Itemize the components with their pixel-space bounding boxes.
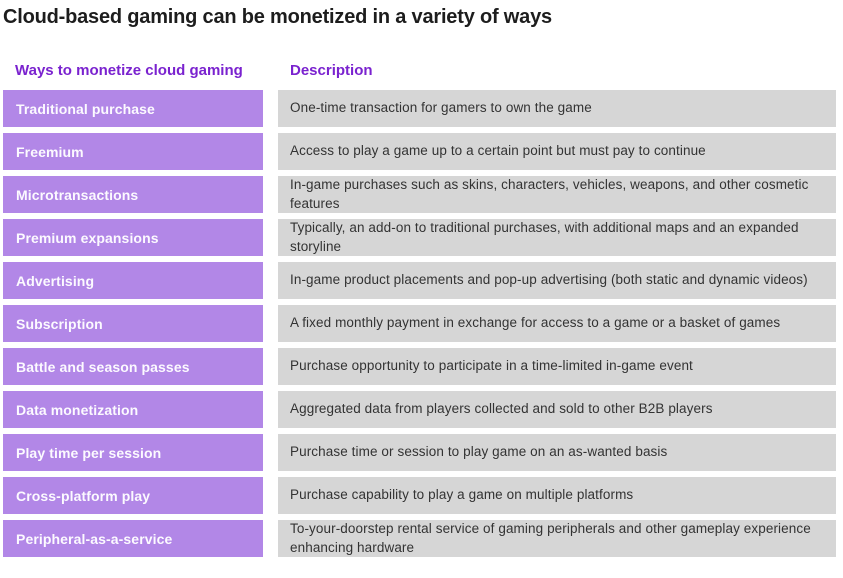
column-header-ways-to-monetize: Ways to monetize cloud gaming — [15, 62, 243, 79]
table-row: Subscription A fixed monthly payment in … — [3, 305, 836, 342]
description-cell: In-game purchases such as skins, charact… — [278, 176, 836, 213]
table-row: Traditional purchase One-time transactio… — [3, 90, 836, 127]
description-cell: In-game product placements and pop-up ad… — [278, 262, 836, 299]
method-cell: Advertising — [3, 262, 263, 299]
method-cell: Premium expansions — [3, 219, 263, 256]
method-cell: Freemium — [3, 133, 263, 170]
method-cell: Traditional purchase — [3, 90, 263, 127]
table-row: Play time per session Purchase time or s… — [3, 434, 836, 471]
table-row: Premium expansions Typically, an add-on … — [3, 219, 836, 256]
description-cell: Aggregated data from players collected a… — [278, 391, 836, 428]
table-row: Advertising In-game product placements a… — [3, 262, 836, 299]
description-cell: To-your-doorstep rental service of gamin… — [278, 520, 836, 557]
description-cell: A fixed monthly payment in exchange for … — [278, 305, 836, 342]
table-row: Data monetization Aggregated data from p… — [3, 391, 836, 428]
table-row: Peripheral-as-a-service To-your-doorstep… — [3, 520, 836, 557]
method-cell: Data monetization — [3, 391, 263, 428]
description-cell: One-time transaction for gamers to own t… — [278, 90, 836, 127]
column-header-description: Description — [290, 62, 373, 79]
description-cell: Typically, an add-on to traditional purc… — [278, 219, 836, 256]
table-row: Battle and season passes Purchase opport… — [3, 348, 836, 385]
method-cell: Microtransactions — [3, 176, 263, 213]
description-cell: Purchase time or session to play game on… — [278, 434, 836, 471]
method-cell: Battle and season passes — [3, 348, 263, 385]
monetization-table: Traditional purchase One-time transactio… — [3, 90, 836, 557]
description-cell: Purchase opportunity to participate in a… — [278, 348, 836, 385]
method-cell: Cross-platform play — [3, 477, 263, 514]
method-cell: Peripheral-as-a-service — [3, 520, 263, 557]
table-row: Freemium Access to play a game up to a c… — [3, 133, 836, 170]
table-row: Microtransactions In-game purchases such… — [3, 176, 836, 213]
method-cell: Play time per session — [3, 434, 263, 471]
page-title: Cloud-based gaming can be monetized in a… — [3, 6, 552, 28]
table-row: Cross-platform play Purchase capability … — [3, 477, 836, 514]
description-cell: Purchase capability to play a game on mu… — [278, 477, 836, 514]
method-cell: Subscription — [3, 305, 263, 342]
description-cell: Access to play a game up to a certain po… — [278, 133, 836, 170]
